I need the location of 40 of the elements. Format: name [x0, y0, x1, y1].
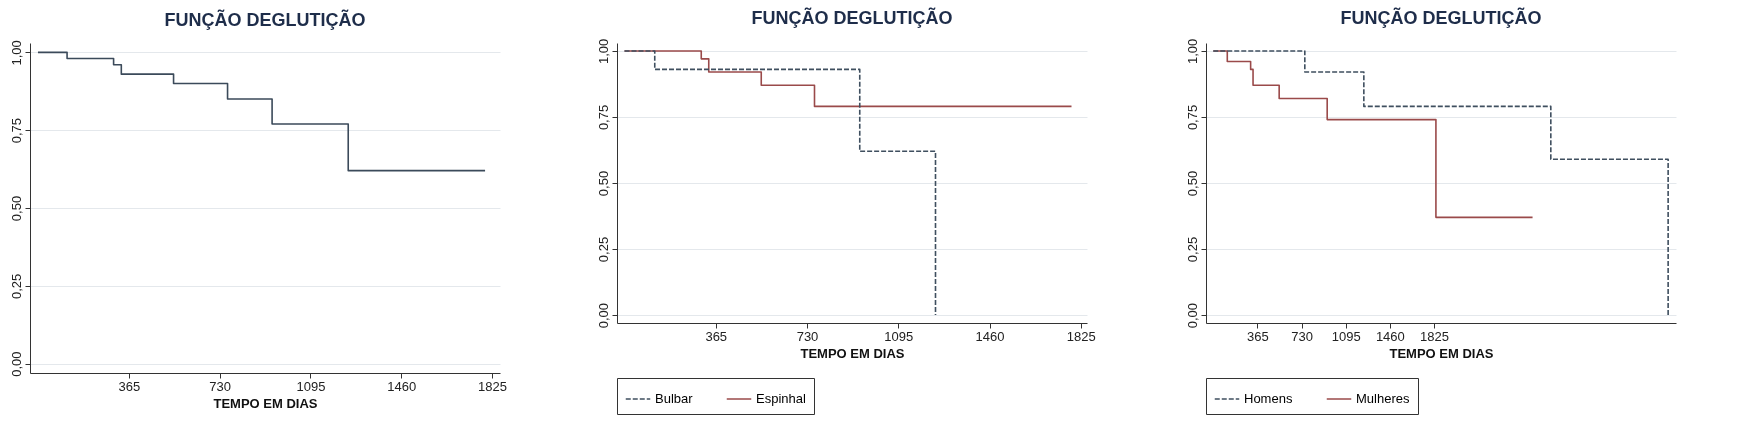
y-tick-label: 1,00 [1184, 38, 1200, 65]
chart-title: FUNÇÃO DEGLUTIÇÃO [751, 7, 953, 29]
chart-title: FUNÇÃO DEGLUTIÇÃO [164, 8, 366, 30]
y-tick-label: 0,00 [595, 302, 611, 329]
y-tick-label: 0,75 [8, 118, 24, 144]
x-tick-label: 365 [705, 328, 728, 344]
y-tick-label: 0,50 [595, 170, 611, 197]
x-tick-label: 1460 [975, 328, 1005, 344]
x-tick-label: 1460 [387, 378, 417, 394]
y-tick-label: 0,25 [1184, 236, 1200, 263]
x-axis-title: TEMPO EM DIAS [1389, 345, 1494, 361]
y-tick-label: 0,25 [595, 236, 611, 263]
x-tick-label: 1095 [884, 328, 914, 344]
legend-label: Homens [1244, 391, 1293, 406]
y-tick-label: 0,25 [8, 273, 24, 299]
x-tick-label: 1825 [478, 378, 507, 394]
x-axis-title: TEMPO EM DIAS [213, 395, 318, 411]
y-tick-label: 0,00 [8, 351, 24, 377]
x-tick-label: 730 [796, 328, 819, 344]
legend-label: Espinhal [756, 391, 806, 406]
chart-title: FUNÇÃO DEGLUTIÇÃO [1340, 7, 1542, 29]
x-tick-label: 365 [118, 378, 141, 394]
x-tick-label: 730 [1291, 328, 1313, 344]
y-tick-label: 0,00 [1184, 302, 1200, 329]
x-tick-label: 365 [1247, 328, 1269, 344]
y-tick-label: 0,75 [1184, 104, 1200, 131]
x-tick-label: 1095 [1331, 328, 1361, 344]
y-tick-label: 0,50 [8, 195, 24, 222]
legend-label: Bulbar [655, 391, 694, 406]
x-tick-label: 730 [209, 378, 231, 394]
x-tick-label: 1825 [1420, 328, 1449, 344]
x-tick-label: 1095 [296, 378, 326, 394]
x-tick-label: 1825 [1066, 328, 1096, 344]
legend-label: Mulheres [1356, 391, 1410, 406]
y-tick-label: 1,00 [8, 40, 24, 66]
x-axis-title: TEMPO EM DIAS [800, 345, 905, 361]
y-tick-label: 0,50 [1184, 170, 1200, 197]
y-tick-label: 0,75 [595, 104, 611, 131]
x-tick-label: 1460 [1375, 328, 1405, 344]
y-tick-label: 1,00 [595, 38, 611, 65]
